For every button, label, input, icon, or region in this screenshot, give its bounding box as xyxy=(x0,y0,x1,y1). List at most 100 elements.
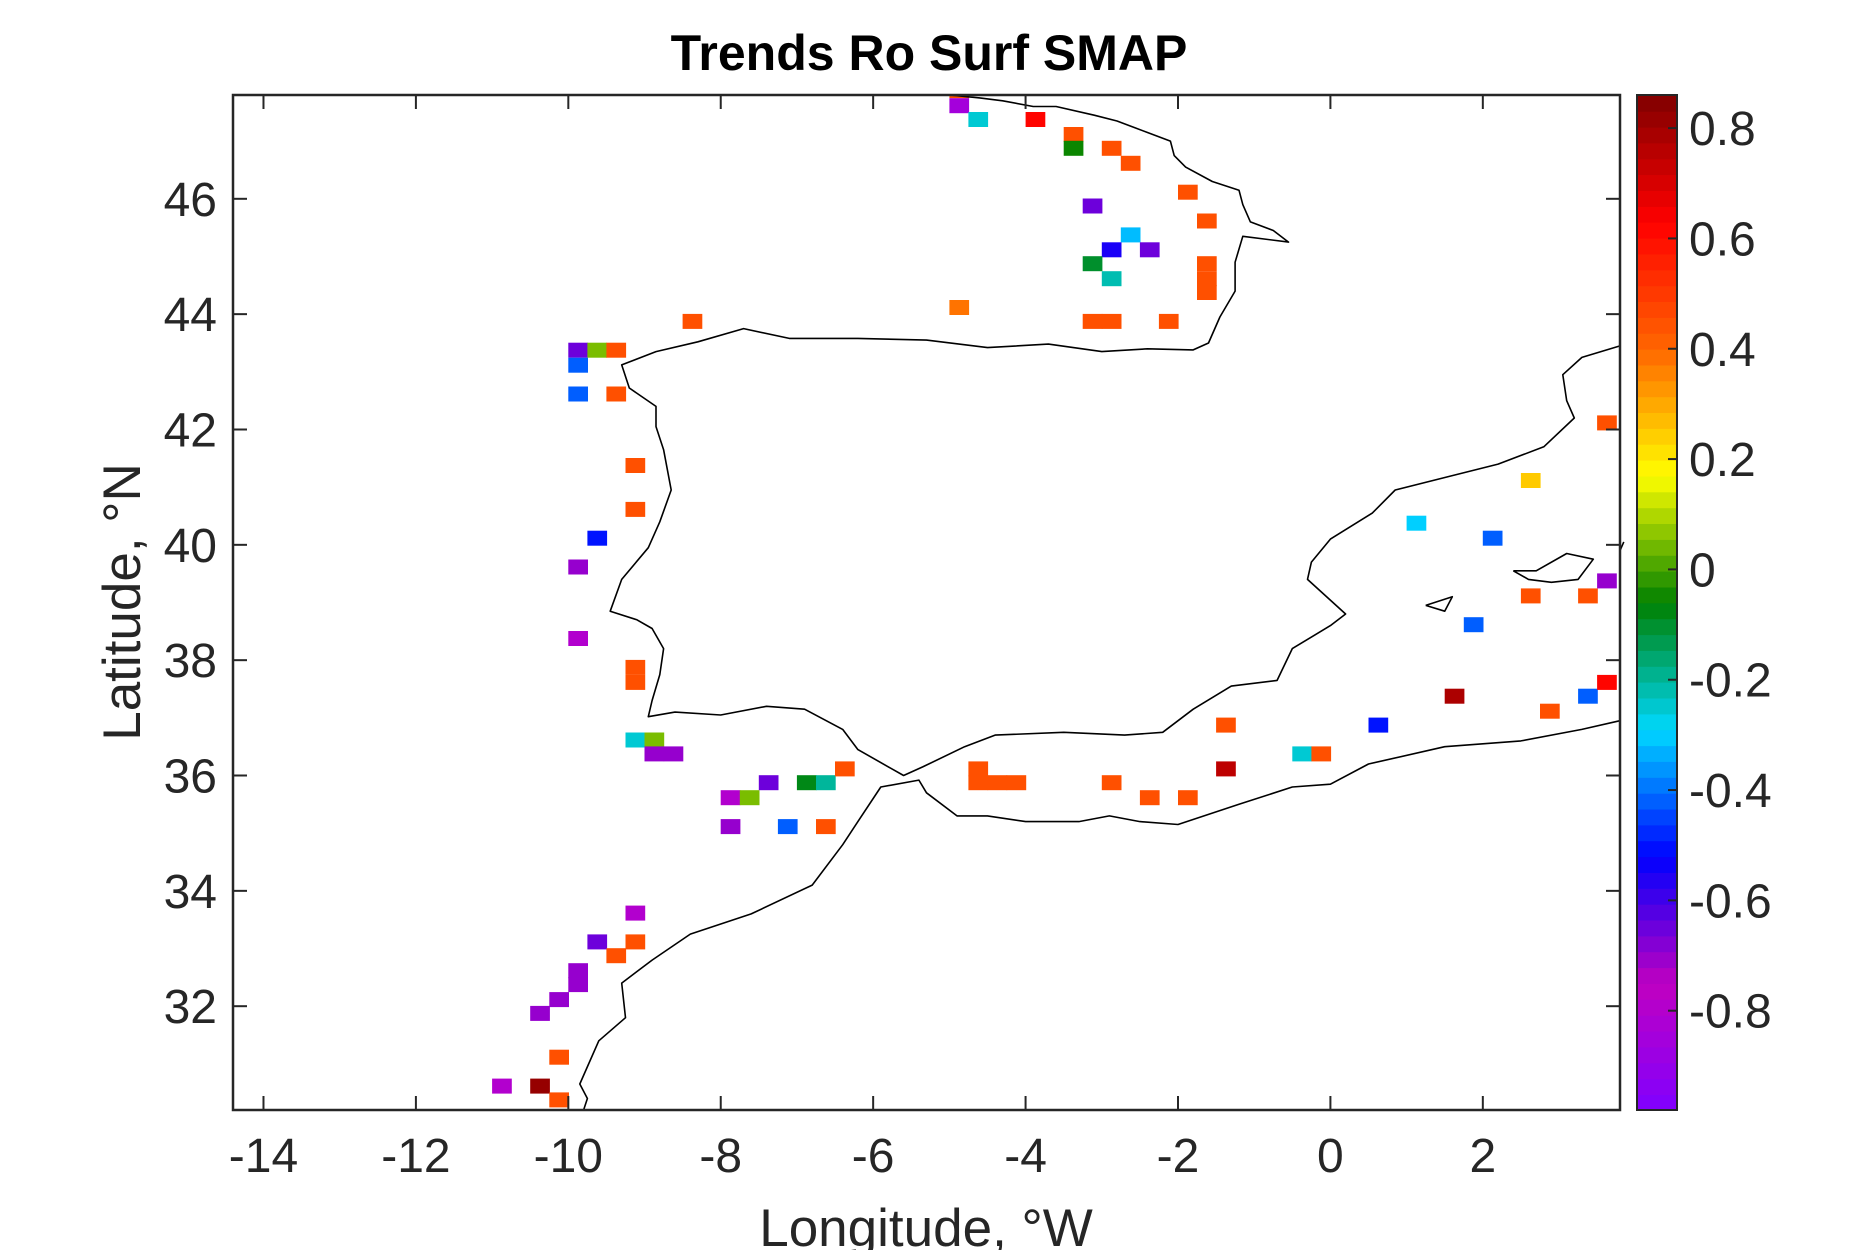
data-cell xyxy=(1025,112,1046,127)
data-cell xyxy=(1540,703,1560,719)
data-cell xyxy=(1520,473,1541,488)
data-cell xyxy=(796,775,817,791)
data-cell xyxy=(1520,588,1541,604)
colorbar-segment xyxy=(1637,539,1677,556)
colorbar-segment xyxy=(1637,380,1677,398)
data-cell xyxy=(987,775,1008,791)
data-cell xyxy=(1197,285,1217,300)
x-tick-label: 0 xyxy=(1317,1130,1344,1183)
data-cell xyxy=(1311,746,1332,762)
colorbar-tick-label: 0.6 xyxy=(1689,213,1756,266)
y-tick-label: 46 xyxy=(164,174,217,227)
colorbar-segment xyxy=(1637,491,1677,509)
data-cell xyxy=(1482,530,1503,546)
plot-frame xyxy=(231,93,1622,1112)
colorbar-segment xyxy=(1637,269,1677,287)
colorbar-segment xyxy=(1637,713,1677,731)
data-cell xyxy=(1578,588,1598,604)
colorbar-tick-label: -0.4 xyxy=(1689,765,1772,818)
data-cell xyxy=(968,761,989,777)
plot-background xyxy=(233,95,1620,1110)
x-tick-label: 2 xyxy=(1469,1130,1496,1183)
data-cells xyxy=(492,95,1617,1108)
colorbar-segment xyxy=(1637,412,1677,429)
data-cell xyxy=(816,819,836,835)
colorbar-tick-label: -0.6 xyxy=(1689,875,1772,928)
data-cell xyxy=(625,458,646,473)
colorbar-ticks: -0.8 -0.6 -0.4 -0.2 0 0.2 0.4 0.6 0.8 xyxy=(1668,103,1772,1039)
colorbar-segment xyxy=(1637,840,1677,858)
data-cell xyxy=(835,761,855,777)
y-tick-label: 42 xyxy=(164,404,217,457)
colorbar-segment xyxy=(1637,999,1677,1016)
colorbar-segment xyxy=(1637,888,1677,905)
colorbar-segment xyxy=(1637,1046,1677,1064)
colorbar-segment xyxy=(1637,443,1677,461)
x-tick-label: -8 xyxy=(699,1130,742,1183)
colorbar-segment xyxy=(1637,602,1677,620)
data-cell xyxy=(1578,688,1598,704)
colorbar-segment xyxy=(1637,237,1677,255)
data-cell xyxy=(606,948,627,964)
coastline-path xyxy=(578,719,1621,1111)
data-cell xyxy=(568,631,588,646)
data-cell xyxy=(1597,674,1617,690)
colorbar-segment xyxy=(1637,903,1677,921)
data-cell xyxy=(568,559,588,575)
data-cell xyxy=(1463,617,1484,633)
data-cell xyxy=(1197,271,1217,287)
data-cell xyxy=(1006,775,1027,791)
data-cell xyxy=(1406,515,1427,531)
data-cell xyxy=(1101,242,1122,258)
data-cell xyxy=(1101,140,1122,156)
colorbar-segment xyxy=(1637,1094,1677,1111)
colorbar-segment xyxy=(1637,1014,1677,1032)
data-cell xyxy=(682,313,703,329)
x-axis-label: Longitude, °W xyxy=(759,1199,1093,1250)
data-cell xyxy=(625,659,646,675)
colorbar-segment xyxy=(1637,634,1677,651)
data-cell xyxy=(625,732,646,748)
colorbar-segment xyxy=(1637,317,1677,334)
colorbar-segment xyxy=(1637,967,1677,984)
y-tick-label: 34 xyxy=(164,866,217,919)
colorbar-segment xyxy=(1637,650,1677,667)
data-cell xyxy=(530,1078,550,1094)
colorbar-segment xyxy=(1637,681,1677,699)
colorbar-tick-label: -0.8 xyxy=(1689,986,1772,1039)
colorbar-segment xyxy=(1637,285,1677,302)
data-cell xyxy=(1101,775,1122,791)
colorbar-segment xyxy=(1637,761,1677,778)
colorbar-tick-label: 0 xyxy=(1689,544,1716,597)
y-tick-label: 36 xyxy=(164,751,217,804)
colorbar-segment xyxy=(1637,364,1677,382)
colorbar-segment xyxy=(1637,586,1677,604)
colorbar-segment xyxy=(1637,190,1677,207)
colorbar-segment xyxy=(1637,872,1677,889)
data-cell xyxy=(968,775,989,791)
colorbar-segment xyxy=(1637,459,1677,477)
data-cell xyxy=(949,98,970,114)
colorbar-gradient xyxy=(1637,95,1677,1111)
data-cell xyxy=(587,530,608,546)
data-cell xyxy=(1063,127,1084,142)
data-cell xyxy=(1063,140,1084,156)
colorbar-segment xyxy=(1637,919,1677,937)
colorbar-segment xyxy=(1637,792,1677,810)
data-cell xyxy=(816,775,836,791)
data-cell xyxy=(663,746,684,762)
x-tick-label: -14 xyxy=(229,1130,298,1183)
colorbar-segment xyxy=(1637,697,1677,715)
data-cell xyxy=(644,732,665,748)
colorbar-segment xyxy=(1637,1030,1677,1048)
data-cell xyxy=(625,674,646,690)
data-cell xyxy=(1082,313,1103,329)
colorbar-segment xyxy=(1637,95,1677,112)
data-cell xyxy=(625,501,646,517)
data-cell xyxy=(587,934,608,950)
colorbar-segment xyxy=(1637,221,1677,239)
x-tick-label: -2 xyxy=(1157,1130,1200,1183)
colorbar-segment xyxy=(1637,332,1677,350)
data-cell xyxy=(720,790,741,806)
